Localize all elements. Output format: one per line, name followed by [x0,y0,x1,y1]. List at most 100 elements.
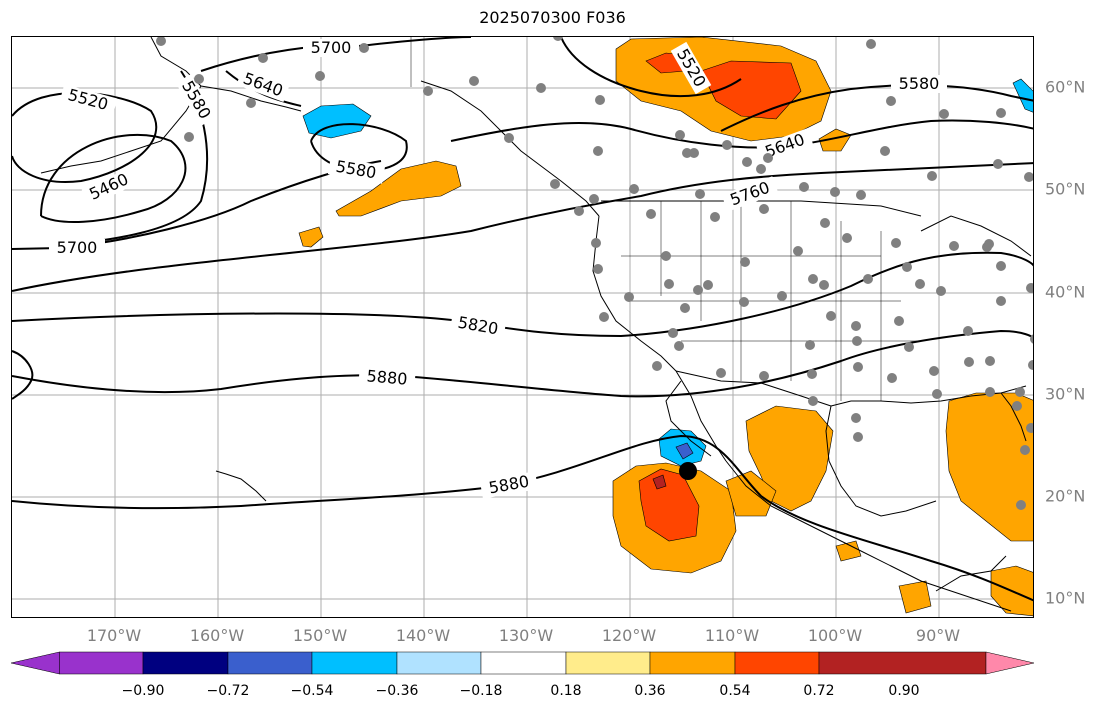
station-dot [1016,500,1026,510]
station-dot [574,206,584,216]
canada-west-coast [420,80,600,217]
red-region-north [700,60,802,120]
darkblue-region-baja [675,442,694,460]
station-dot [675,130,685,140]
station-dot [985,356,995,366]
contour-label: 5580 [334,157,377,183]
mexico-coast [725,460,1012,612]
colorbar-tick-label: 0.36 [634,683,666,699]
map-canvas: 5700 5640 5520 5580 5460 5700 5580 5820 … [12,37,1033,617]
colorbar-tick-label: −0.90 [121,683,165,699]
station-dot [826,311,836,321]
lon-label: 160°W [189,626,245,645]
orange-region-small-2 [835,540,862,562]
alaska-coast [40,37,302,174]
station-dot [680,303,690,313]
colorbar-segment [227,651,313,675]
station-dot [880,146,890,156]
station-dot [759,371,769,381]
contour-label: 5880 [487,472,530,498]
station-dot [682,148,692,158]
station-dot [939,109,949,119]
gulf-coast [825,385,1027,517]
station-dot [853,362,863,372]
station-dot [661,251,671,261]
station-dot [664,279,674,289]
contour-label: 5880 [366,366,408,388]
coastlines [40,37,1032,612]
lat-label: 40°N [1045,282,1086,302]
station-dot [194,74,204,84]
station-dot [1028,360,1033,370]
contour-label: 5700 [311,38,352,57]
station-dot [703,280,713,290]
colorbar-segment [649,651,736,675]
station-dot [819,280,829,290]
station-dot [949,241,959,251]
storm-center-marker [679,462,697,480]
station-dot [932,389,942,399]
station-dot [315,71,325,81]
station-dot [904,342,914,352]
station-dot [695,189,705,199]
lat-label: 50°N [1045,179,1086,199]
station-dot [359,43,369,53]
orange-region-canada [818,128,852,152]
contour-5460 [40,133,187,223]
great-lakes [920,215,1032,257]
colorbar-extend-max [985,651,1035,675]
station-dot [927,171,937,181]
gridlines [12,37,1033,617]
station-dot [759,204,769,214]
station-dot [820,218,830,228]
station-dot [851,321,861,331]
station-dot [993,159,1003,169]
contour-5880-north [12,329,1033,398]
station-dot [866,39,876,49]
station-dot [805,340,815,350]
colorbar-tick-label: 0.90 [888,683,920,699]
contour-5820 [12,251,1033,338]
station-dot [799,182,809,192]
lat-label: 10°N [1045,588,1086,608]
station-dot [808,396,818,406]
station-dot [1024,172,1033,182]
station-dot [807,369,817,379]
state-lines [410,37,921,401]
station-dot [996,108,1006,118]
station-dot [853,432,863,442]
station-dot [763,153,773,163]
station-dot [902,262,912,272]
station-dot [550,179,560,189]
colorbar-segment [142,651,229,675]
colorbar-tick-label: −0.18 [459,683,503,699]
station-dot [722,140,732,150]
lat-label: 20°N [1045,486,1086,506]
station-dot [1012,401,1022,411]
station-dot [246,98,256,108]
station-dot [1030,334,1033,344]
station-dot [739,297,749,307]
station-dot [504,133,514,143]
colorbar-segment [565,651,651,675]
station-dot [1026,283,1033,293]
darkred-region-mexico [652,474,667,490]
lon-label: 140°W [395,626,451,645]
station-dot [156,37,166,46]
station-dot [984,239,994,249]
station-dot [258,53,268,63]
station-dot [963,326,973,336]
contour-label: 5460 [86,169,131,203]
station-dot [886,96,896,106]
contour-label: 5580 [178,77,215,122]
contour-5760 [12,162,1033,292]
colorbar-tick-label: −0.54 [290,683,334,699]
contour-label-backdrops [49,39,947,499]
station-dot [693,285,703,295]
station-dot [777,291,787,301]
station-dot [856,190,866,200]
colorbar-tick-label: 0.72 [803,683,835,699]
colorbar-tick-label: −0.36 [375,683,419,699]
station-dot [852,336,862,346]
station-dot [740,257,750,267]
